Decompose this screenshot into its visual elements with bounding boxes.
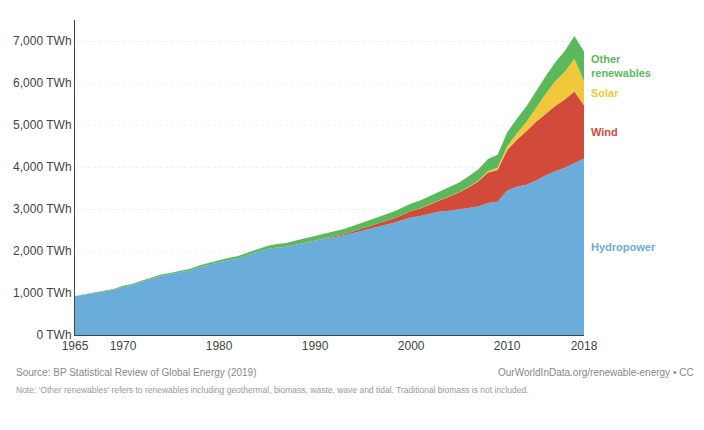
svg-text:0 TWh: 0 TWh — [36, 328, 71, 342]
svg-text:3,000 TWh: 3,000 TWh — [13, 202, 71, 216]
svg-text:Source: BP Statistical Review: Source: BP Statistical Review of Global … — [16, 367, 257, 378]
svg-text:2000: 2000 — [398, 339, 425, 353]
svg-text:Otherrenewables: Otherrenewables — [591, 53, 651, 79]
svg-text:7,000 TWh: 7,000 TWh — [13, 34, 71, 48]
svg-text:4,000 TWh: 4,000 TWh — [13, 160, 71, 174]
svg-text:Solar: Solar — [591, 87, 619, 99]
svg-text:1990: 1990 — [302, 339, 329, 353]
svg-text:1980: 1980 — [206, 339, 233, 353]
svg-text:1965: 1965 — [62, 339, 89, 353]
svg-text:2010: 2010 — [494, 339, 521, 353]
svg-text:2018: 2018 — [571, 339, 598, 353]
svg-text:1970: 1970 — [110, 339, 137, 353]
svg-text:Wind: Wind — [591, 126, 618, 138]
svg-text:2,000 TWh: 2,000 TWh — [13, 244, 71, 258]
svg-text:6,000 TWh: 6,000 TWh — [13, 76, 71, 90]
svg-text:1,000 TWh: 1,000 TWh — [13, 286, 71, 300]
svg-text:Note: 'Other renewables' refer: Note: 'Other renewables' refers to renew… — [16, 385, 529, 395]
svg-text:OurWorldInData.org/renewable-e: OurWorldInData.org/renewable-energy • CC — [498, 367, 694, 378]
svg-text:5,000 TWh: 5,000 TWh — [13, 118, 71, 132]
svg-text:Hydropower: Hydropower — [591, 241, 656, 253]
